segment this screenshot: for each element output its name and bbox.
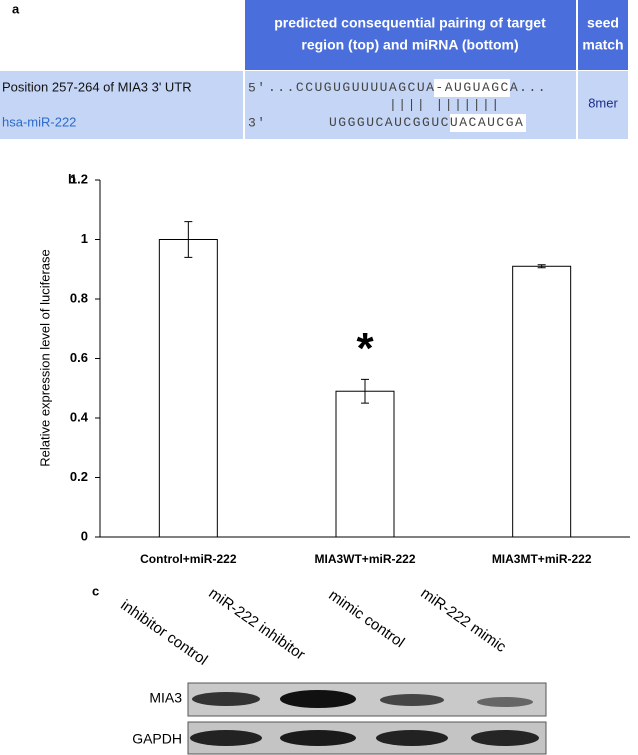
- x-tick-label: MIA3WT+miR-222: [314, 552, 415, 566]
- bar: [158, 239, 218, 538]
- y-tick-label: 0.4: [70, 409, 89, 424]
- header-text: predicted consequential pairing of targe…: [274, 15, 546, 31]
- band: [280, 690, 356, 708]
- band: [380, 694, 444, 706]
- y-tick-label: 0.8: [70, 290, 88, 305]
- lane-label: miR-222 inhibitor: [205, 585, 308, 664]
- panel-label: c: [92, 583, 99, 598]
- mirna-sequence: UGGGUCAUCGGUCUACAUCGA: [329, 115, 524, 130]
- error-bar: [184, 221, 193, 258]
- header-text: region (top) and miRNA (bottom): [301, 37, 518, 53]
- error-bar: [537, 264, 546, 269]
- seq-part: ...: [519, 80, 547, 95]
- bar: [335, 390, 395, 538]
- y-tick-label: 1: [81, 231, 88, 246]
- target-name: Position 257-264 of MIA3 3' UTR: [2, 79, 192, 94]
- band: [471, 730, 539, 746]
- seq-part: UGGGUCAUCGGUC: [329, 115, 450, 130]
- x-tick-label: Control+miR-222: [140, 552, 237, 566]
- annotation: *: [356, 324, 374, 373]
- lane-label: inhibitor control: [117, 597, 210, 669]
- error-bar: [361, 378, 369, 404]
- header-blank: [0, 0, 244, 70]
- band: [376, 730, 448, 746]
- header-cell: [244, 0, 577, 70]
- header-text: seed: [587, 15, 619, 31]
- bar-chart: 0 0.2 0.4 0.6 0.8 1 1.2 Control+miR-222 MIA3WT+m…: [70, 171, 630, 566]
- seq-seed: UACAUCGA: [450, 115, 524, 130]
- panel-label: a: [12, 1, 20, 16]
- y-tick-label: 1.2: [70, 171, 88, 186]
- seed-highlight: [434, 79, 510, 97]
- x-tick-label: MIA3MT+miR-222: [492, 552, 592, 566]
- row-label: GAPDH: [132, 731, 182, 747]
- band: [280, 730, 356, 746]
- row-cell: [0, 71, 244, 139]
- lane-label: mimic control: [325, 587, 407, 652]
- mirna-name: hsa-miR-222: [2, 114, 76, 129]
- end-label: 5': [248, 80, 267, 95]
- seq-seed: AUGUAGCA: [445, 80, 519, 95]
- target-sequence: ...CCUGUGUUUUAGCUA-AUGUAGCA...: [268, 80, 547, 95]
- y-axis-label: Relative expression level of luciferase: [37, 249, 52, 467]
- seed-highlight: [450, 114, 526, 132]
- row-cell: [578, 71, 628, 139]
- header-text: match: [582, 37, 623, 53]
- band: [192, 692, 260, 706]
- seed-match: 8mer: [588, 95, 618, 110]
- end-label: 3': [248, 115, 267, 130]
- bar: [512, 265, 572, 538]
- lane-label: miR-222 mimic: [417, 585, 509, 657]
- header-cell: [578, 0, 628, 70]
- band: [477, 697, 533, 707]
- seq-part: ...CCUGUGUUUUAGCUA-: [268, 80, 445, 95]
- y-tick-label: 0.2: [70, 469, 88, 484]
- band: [190, 730, 262, 746]
- pairing: |||| |||||||: [389, 97, 501, 112]
- row-label: MIA3: [149, 690, 182, 706]
- y-tick-label: 0.6: [70, 350, 88, 365]
- panel-label: b: [68, 171, 76, 186]
- y-tick-label: 0: [81, 528, 88, 543]
